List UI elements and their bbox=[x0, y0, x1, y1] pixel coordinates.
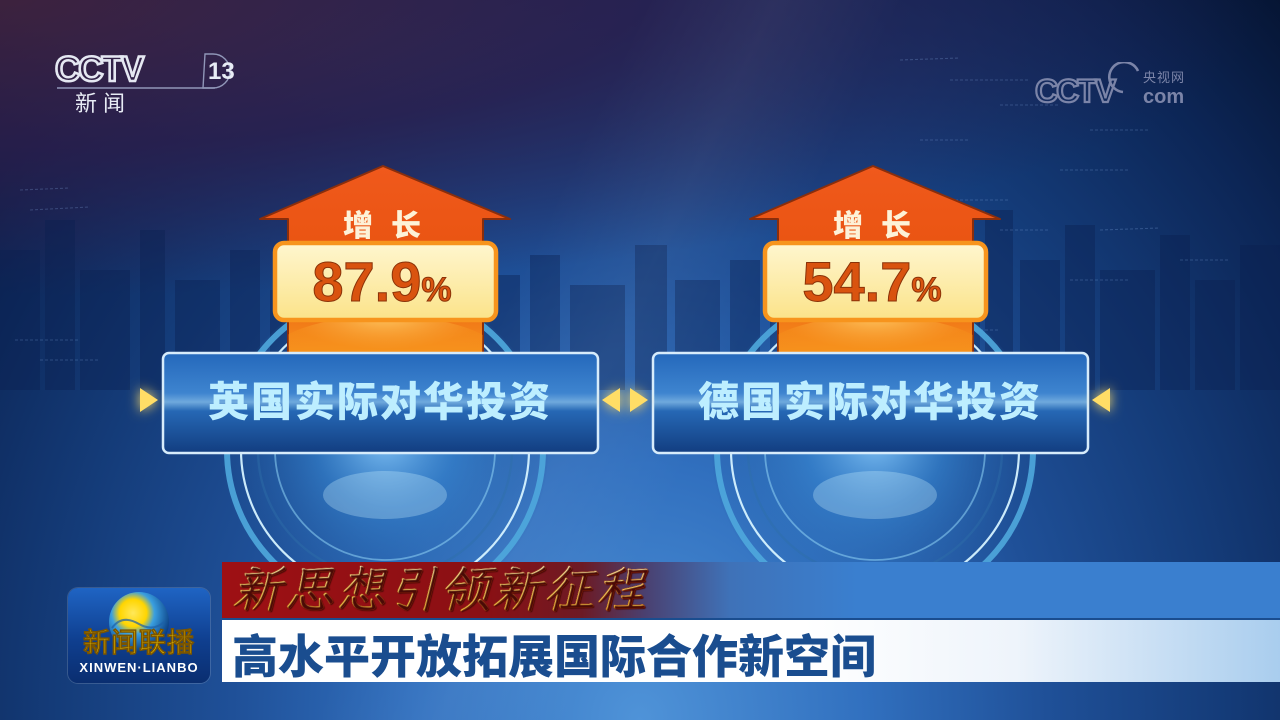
svg-text:英国实际对华投资: 英国实际对华投资 bbox=[208, 368, 552, 428]
svg-text:增 长: 增 长 bbox=[833, 201, 917, 245]
svg-text:德国实际对华投资: 德国实际对华投资 bbox=[698, 368, 1042, 428]
svg-text:com: com bbox=[1143, 86, 1184, 108]
svg-text:XINWEN·LIANBO: XINWEN·LIANBO bbox=[79, 660, 198, 675]
svg-text:新闻联播: 新闻联播 bbox=[83, 627, 195, 658]
svg-text:新闻: 新闻 bbox=[75, 91, 131, 116]
svg-text:增 长: 增 长 bbox=[343, 201, 427, 245]
svg-text:13: 13 bbox=[208, 58, 235, 85]
svg-text:CCTV: CCTV bbox=[55, 50, 145, 89]
svg-text:央视网: 央视网 bbox=[1143, 70, 1185, 85]
svg-text:CCTV: CCTV bbox=[1035, 73, 1117, 109]
